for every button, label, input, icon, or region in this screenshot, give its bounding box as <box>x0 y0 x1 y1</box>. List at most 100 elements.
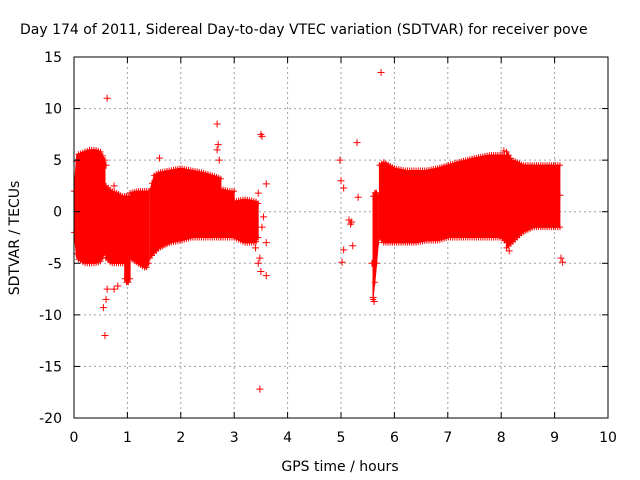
outlier-point <box>214 141 222 149</box>
data-point <box>148 180 155 187</box>
outlier-point <box>336 156 344 164</box>
outlier-point <box>102 295 110 303</box>
outlier-point <box>103 285 111 293</box>
data-band-7 <box>372 190 379 300</box>
outlier-point <box>114 282 122 290</box>
data-point <box>503 148 510 155</box>
data-point <box>97 148 104 155</box>
y-tick-label: -5 <box>48 256 62 272</box>
outlier-point <box>262 239 270 247</box>
x-tick-label: 7 <box>443 430 452 446</box>
x-tick-label: 4 <box>283 430 292 446</box>
x-tick-label: 0 <box>70 430 79 446</box>
data-point <box>127 275 134 282</box>
outlier-point <box>353 139 361 147</box>
data-point <box>371 279 378 286</box>
outlier-point <box>377 68 385 76</box>
data-point <box>556 162 563 169</box>
outlier-point <box>256 254 264 262</box>
outlier-point <box>262 180 270 188</box>
outlier-point <box>103 94 111 102</box>
outlier-point <box>500 147 508 155</box>
outlier-point <box>215 156 223 164</box>
outlier-point <box>99 304 107 312</box>
outlier-point <box>155 154 163 162</box>
data-point <box>101 157 108 164</box>
data-point <box>373 189 380 196</box>
x-axis-label: GPS time / hours <box>281 459 398 475</box>
x-tick-label: 5 <box>337 430 346 446</box>
outlier-point <box>102 161 110 169</box>
y-axis-label: SDTVAR / TECUs <box>7 181 23 296</box>
outlier-point <box>338 258 346 266</box>
outlier-point <box>557 254 565 262</box>
data-band-0 <box>73 149 106 264</box>
data-point <box>556 224 563 231</box>
outlier-point <box>213 146 221 154</box>
x-tick-label: 9 <box>550 430 559 446</box>
outlier-point <box>254 259 262 267</box>
x-tick-label: 10 <box>599 430 617 446</box>
x-tick-label: 6 <box>390 430 399 446</box>
data-point <box>217 175 224 182</box>
data-point <box>505 152 512 159</box>
y-tick-label: -20 <box>39 411 62 427</box>
x-tick-label: 2 <box>176 430 185 446</box>
data-point <box>231 188 238 195</box>
data-point <box>97 258 104 265</box>
outlier-point <box>110 285 118 293</box>
y-tick-label: 5 <box>53 153 62 169</box>
outlier-point <box>370 297 378 305</box>
outlier-point <box>340 184 348 192</box>
chart-title: Day 174 of 2011, Sidereal Day-to-day VTE… <box>20 22 588 38</box>
outlier-point <box>254 189 262 197</box>
outlier-point <box>505 247 513 255</box>
data-point <box>99 152 106 159</box>
y-tick-label: 15 <box>44 50 62 66</box>
tick-labels: 0 1 2 3 4 5 6 7 8 9 10 15 10 5 0 -5 -10 -15 -20 <box>39 50 617 446</box>
plot-frame <box>73 56 609 419</box>
x-tick-label: 1 <box>123 430 132 446</box>
data-point <box>125 279 132 286</box>
x-tick-label: 3 <box>230 430 239 446</box>
outlier-point <box>258 223 266 231</box>
data-point <box>146 188 153 195</box>
outlier-point <box>337 177 345 185</box>
y-tick-label: 10 <box>44 102 62 118</box>
x-tick-label: 8 <box>497 430 506 446</box>
outlier-point <box>559 258 567 266</box>
outlier-point <box>368 259 376 267</box>
outlier-point <box>258 132 266 140</box>
y-tick-label: -15 <box>39 359 62 375</box>
outlier-point <box>260 213 268 221</box>
data-point <box>99 254 106 261</box>
data-band-2 <box>124 195 131 285</box>
outlier-point <box>262 272 270 280</box>
outlier-point <box>340 246 348 254</box>
outlier-point <box>556 191 564 199</box>
data-series <box>71 68 567 393</box>
data-point <box>375 239 382 246</box>
plot-border <box>73 56 609 419</box>
y-tick-label: -10 <box>39 308 62 324</box>
outlier-point <box>349 242 357 250</box>
data-point <box>121 275 128 282</box>
outlier-point <box>257 268 265 276</box>
y-tick-label: 0 <box>53 205 62 221</box>
outlier-point <box>252 244 260 252</box>
data-band-3 <box>129 190 150 270</box>
outlier-point <box>256 385 264 393</box>
outlier-point <box>369 293 377 301</box>
data-point <box>145 260 152 267</box>
outlier-point <box>213 120 221 128</box>
outlier-point <box>101 331 109 339</box>
data-point <box>143 264 150 271</box>
data-point <box>370 193 377 200</box>
outlier-point <box>347 220 355 228</box>
data-point <box>253 238 260 245</box>
data-band-5 <box>220 188 235 238</box>
outlier-point <box>110 182 118 190</box>
data-band-6 <box>233 198 259 244</box>
data-band-1 <box>105 184 126 264</box>
